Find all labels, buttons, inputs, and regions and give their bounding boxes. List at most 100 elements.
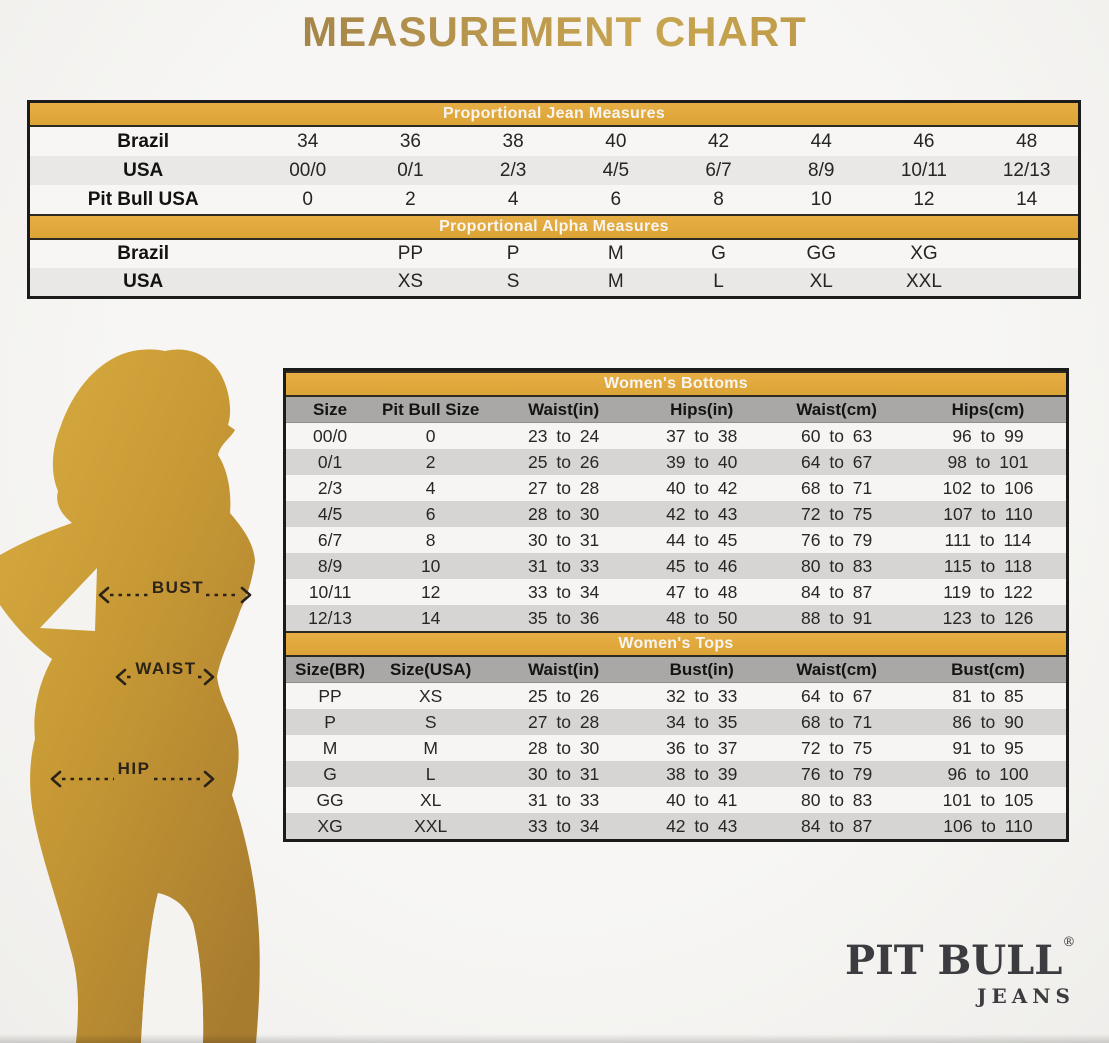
table-cell: 96 to 100 <box>947 763 1029 784</box>
bust-label: BUST <box>152 578 204 597</box>
tops-rows: PP XS 25 to 26 32 to 33 64 to 67 81 to 85 P S 27… <box>286 683 1066 839</box>
table-cell: 68 to 71 <box>801 477 873 498</box>
table-cell: 2/3 <box>499 159 527 181</box>
table-cell: 0/1 <box>397 159 424 181</box>
page-title: MEASUREMENT CHART <box>0 8 1109 56</box>
table-cell: 86 to 90 <box>952 711 1024 732</box>
table-cell: XG <box>317 815 343 836</box>
table-cell: 34 to 35 <box>666 711 738 732</box>
bust-arrow: BUST <box>98 578 252 604</box>
table-cell: 48 <box>1016 130 1038 152</box>
table-row: 6/7 8 30 to 31 44 to 45 76 to 79 111 to 114 <box>286 527 1066 553</box>
row-label: Brazil <box>117 243 170 264</box>
table-cell: 27 to 28 <box>528 477 600 498</box>
table-row: P S 27 to 28 34 to 35 68 to 71 86 to 90 <box>286 709 1066 735</box>
table-row: Brazil 34 36 38 40 42 44 46 48 <box>30 127 1078 156</box>
table-cell: L <box>713 271 724 292</box>
table-cell: 123 to 126 <box>942 607 1034 628</box>
table-cell: XS <box>418 685 443 706</box>
table-cell: 38 <box>502 130 524 152</box>
table-cell: 96 to 99 <box>952 425 1024 446</box>
table-cell: 40 to 41 <box>666 789 738 810</box>
table-cell: 111 to 114 <box>944 529 1032 550</box>
table-cell: XXL <box>414 815 448 836</box>
table-cell: 14 <box>420 607 441 628</box>
proportional-measures-table: Proportional Jean Measures Brazil 34 36 38 4… <box>27 100 1081 299</box>
table-cell: 12 <box>913 188 935 210</box>
logo-brand-text: PIT BULL <box>845 937 1063 984</box>
table-cell: 42 <box>707 130 730 152</box>
table-cell: 8/9 <box>317 555 343 576</box>
table-row: PP XS 25 to 26 32 to 33 64 to 67 81 to 85 <box>286 683 1066 709</box>
table-cell: 28 to 30 <box>528 503 600 524</box>
table-cell: 30 to 31 <box>528 529 600 550</box>
table-cell: 12 <box>420 581 441 602</box>
table-cell: 10 <box>420 555 441 576</box>
table-cell: 76 to 79 <box>801 763 873 784</box>
tops-header-row: Size(BR) Size(USA) Waist(in) Bust(in) Waist(… <box>286 657 1066 683</box>
table-cell: 39 to 40 <box>666 451 738 472</box>
table-row: 10/11 12 33 to 34 47 to 48 84 to 87 119 to 12… <box>286 579 1066 605</box>
row-label: USA <box>123 271 164 292</box>
table-cell: 6 <box>610 188 622 210</box>
waist-label: WAIST <box>135 659 196 678</box>
column-header: Size(USA) <box>390 659 472 679</box>
table-cell: 30 to 31 <box>528 763 600 784</box>
table-cell: 81 to 85 <box>952 685 1024 706</box>
table-cell: 35 to 36 <box>528 607 600 628</box>
table-cell: S <box>424 711 437 732</box>
table-cell: 8 <box>425 529 436 550</box>
table-cell: 40 to 42 <box>666 477 738 498</box>
table-cell: PP <box>318 685 342 706</box>
table-cell: 6/7 <box>705 159 732 181</box>
table-cell: 101 to 105 <box>942 789 1034 810</box>
table-cell: L <box>425 763 436 784</box>
table-cell: XL <box>809 271 833 292</box>
table-cell: XL <box>419 789 442 810</box>
table-cell: S <box>506 271 520 292</box>
table-cell: 42 to 43 <box>666 815 738 836</box>
column-header: Size(BR) <box>295 659 366 679</box>
table-cell: 42 to 43 <box>666 503 738 524</box>
table-cell: 2 <box>425 451 436 472</box>
column-header: Waist(in) <box>528 659 600 679</box>
table-row: 12/13 14 35 to 36 48 to 50 88 to 91 123 to 12… <box>286 605 1066 631</box>
table-cell: GG <box>806 243 836 264</box>
table-cell: 8 <box>713 188 724 210</box>
table-cell: G <box>323 763 337 784</box>
table-cell: 37 to 38 <box>666 425 738 446</box>
table-cell: 106 to 110 <box>943 815 1033 836</box>
table-cell: 107 to 110 <box>943 503 1033 524</box>
hip-label: HIP <box>118 759 151 778</box>
table-cell: 84 to 87 <box>801 815 873 836</box>
column-header: Bust(cm) <box>951 659 1025 679</box>
table-cell: 14 <box>1016 188 1038 210</box>
table-row: M M 28 to 30 36 to 37 72 to 75 91 to 95 <box>286 735 1066 761</box>
table-row: USA XS S M L XL XXL <box>30 268 1078 296</box>
logo-brand-line: PIT BULL® <box>845 936 1085 981</box>
table-cell: 98 to 101 <box>947 451 1029 472</box>
table-cell: 4 <box>425 477 436 498</box>
table-cell: 72 to 75 <box>801 503 873 524</box>
table-cell: 72 to 75 <box>801 737 873 758</box>
table-cell: M <box>322 737 338 758</box>
table-cell: 00/0 <box>289 159 327 181</box>
table-cell: 27 to 28 <box>528 711 600 732</box>
table-row: GG XL 31 to 33 40 to 41 80 to 83 101 to 105 <box>286 787 1066 813</box>
table-cell: GG <box>316 789 344 810</box>
column-header: Hips(cm) <box>951 399 1025 419</box>
table-cell: 10/11 <box>308 581 352 602</box>
table-cell: 115 to 118 <box>943 555 1033 576</box>
section-title: Proportional Alpha Measures <box>439 218 669 235</box>
column-header: Pit Bull Size <box>382 399 480 419</box>
woman-silhouette-figure: BUST WAIST HIP <box>0 349 260 1043</box>
column-header: Waist(in) <box>528 399 600 419</box>
table-cell: 46 <box>913 130 935 152</box>
table-cell: M <box>607 243 624 264</box>
table-cell: 25 to 26 <box>528 685 600 706</box>
table-cell: 91 to 95 <box>952 737 1024 758</box>
registered-mark-icon: ® <box>1062 935 1076 950</box>
table-cell: M <box>607 271 624 292</box>
alpha-measures-section-bar: Proportional Alpha Measures <box>30 214 1078 240</box>
logo-sub-text: JEANS <box>977 984 1075 1008</box>
